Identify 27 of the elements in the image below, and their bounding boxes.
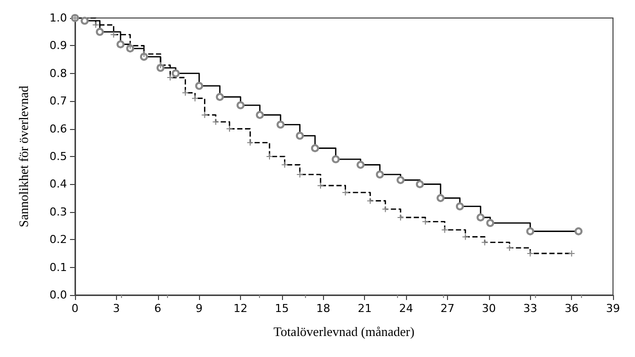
x-tick-label: 39 xyxy=(606,302,620,315)
x-tick-label: 21 xyxy=(358,302,372,315)
y-tick-label: 1.0 xyxy=(50,12,67,24)
x-tick-label: 3 xyxy=(112,302,120,315)
y-tick-label: 0.4 xyxy=(50,178,67,191)
x-tick-label: 33 xyxy=(523,302,538,315)
y-tick-label: 0.5 xyxy=(50,150,67,163)
x-tick-label: 0 xyxy=(72,302,78,315)
y-tick-label: 0.8 xyxy=(50,66,67,80)
y-tick-label: 0.7 xyxy=(50,94,67,108)
x-tick-label: 24 xyxy=(399,302,414,315)
y-axis-title: Sannolikhet för överlevnad xyxy=(16,85,31,228)
y-tick-label: 0.2 xyxy=(50,233,67,246)
x-tick-label: 15 xyxy=(274,302,289,315)
x-tick-label: 9 xyxy=(196,302,203,315)
x-tick-label: 12 xyxy=(234,302,248,315)
x-tick-label: 18 xyxy=(316,302,330,315)
y-tick-label: 0.9 xyxy=(50,39,67,52)
x-tick-label: 27 xyxy=(440,302,454,315)
x-tick-label: 30 xyxy=(482,302,496,315)
y-tick-label: 0.3 xyxy=(50,205,67,218)
x-tick-label: 36 xyxy=(564,302,579,315)
x-tick-label: 6 xyxy=(154,302,162,315)
y-tick-label: 0.0 xyxy=(50,288,67,302)
y-tick-label: 0.1 xyxy=(50,260,67,274)
y-tick-label: 0.6 xyxy=(50,122,67,136)
x-axis-title: Totalöverlevnad (månader) xyxy=(274,324,414,339)
